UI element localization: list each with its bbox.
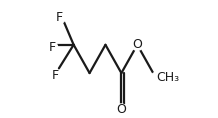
Circle shape xyxy=(116,104,127,115)
Text: F: F xyxy=(56,11,63,24)
Text: CH₃: CH₃ xyxy=(157,71,180,84)
Circle shape xyxy=(46,42,58,53)
Circle shape xyxy=(49,70,61,81)
Circle shape xyxy=(54,12,65,23)
Text: F: F xyxy=(51,69,59,82)
Text: O: O xyxy=(132,38,142,51)
Text: F: F xyxy=(48,41,55,54)
Text: O: O xyxy=(116,103,126,116)
Circle shape xyxy=(151,72,162,83)
Circle shape xyxy=(132,39,143,50)
